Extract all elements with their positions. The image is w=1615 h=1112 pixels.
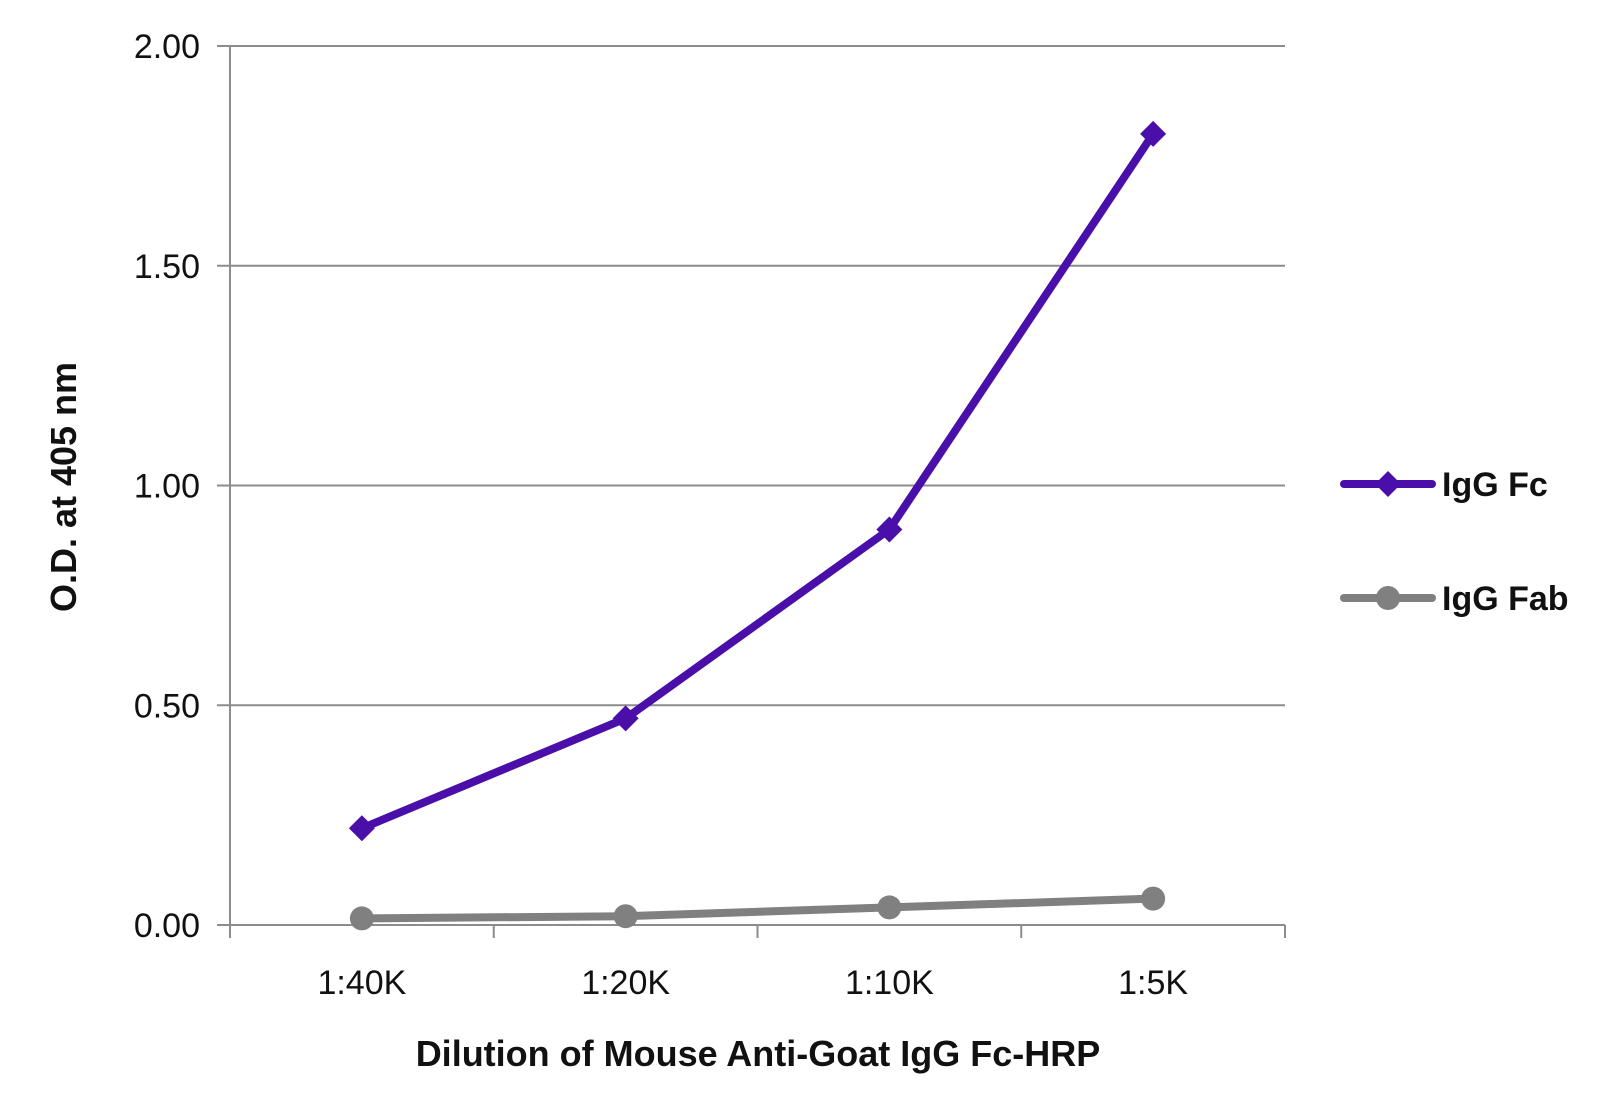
data-point-marker	[876, 516, 903, 543]
y-tick-label: 1.00	[134, 468, 200, 506]
y-tick-labels: 0.00 0.50 1.00 1.50 2.00	[134, 28, 200, 945]
data-point-marker	[1376, 586, 1400, 610]
y-tick-label: 2.00	[134, 28, 200, 66]
y-axis-title: O.D. at 405 nm	[43, 362, 84, 612]
legend-item: IgG Fab	[1340, 580, 1569, 618]
x-tick-labels: 1:40K 1:20K 1:10K 1:5K	[317, 964, 1188, 1002]
data-point-marker	[612, 705, 639, 732]
y-tick-label: 0.00	[134, 907, 200, 945]
x-tick-label: 1:20K	[581, 964, 670, 1002]
series	[348, 120, 1167, 931]
x-axis-title: Dilution of Mouse Anti-Goat IgG Fc-HRP	[416, 1033, 1101, 1074]
legend-item: IgG Fc	[1340, 466, 1548, 504]
data-point-marker	[349, 906, 374, 931]
legend-label: IgG Fab	[1442, 580, 1569, 618]
x-tick-label: 1:10K	[845, 964, 934, 1002]
series-igg-fab	[349, 886, 1166, 931]
gridlines	[230, 45, 1285, 707]
x-tick-label: 1:5K	[1118, 964, 1188, 1002]
series-line	[357, 894, 1158, 923]
x-tick-label: 1:40K	[317, 964, 406, 1002]
series-line	[357, 129, 1158, 833]
y-tick-label: 0.50	[134, 687, 200, 725]
axes	[217, 45, 1286, 938]
data-point-marker	[348, 815, 375, 842]
legend-label: IgG Fc	[1442, 466, 1548, 504]
data-point-marker	[877, 895, 902, 920]
data-point-marker	[1140, 120, 1167, 147]
legend: IgG Fc IgG Fab	[1340, 466, 1569, 618]
y-tick-label: 1.50	[134, 248, 200, 286]
data-point-marker	[613, 904, 638, 929]
series-igg-fc	[348, 120, 1167, 842]
data-point-marker	[1375, 471, 1401, 497]
data-point-marker	[1141, 886, 1166, 911]
